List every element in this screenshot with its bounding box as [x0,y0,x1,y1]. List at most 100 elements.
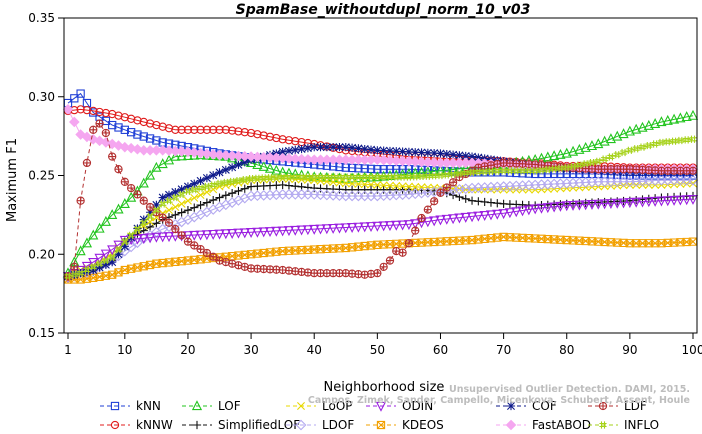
data-point [228,163,237,172]
data-point [556,164,565,172]
data-point [188,147,200,158]
data-point [410,219,421,230]
data-point [114,245,123,254]
data-point [474,197,483,206]
data-point [668,195,680,206]
data-point [132,234,143,245]
data-point [291,145,300,155]
data-point [215,168,224,177]
data-point [233,228,244,239]
data-point [196,201,205,210]
data-point [404,182,413,191]
data-point [372,171,383,182]
data-point [467,152,477,161]
data-point [594,157,602,165]
data-point [139,215,148,224]
data-point [506,167,514,175]
data-point [240,128,249,137]
data-point [372,221,383,232]
data-point [386,256,394,265]
data-point [266,174,274,182]
data-point [397,220,408,231]
data-point [386,173,394,181]
legend-item-SimplifiedLOF: SimplifiedLOF [182,418,300,432]
data-point [252,227,263,238]
data-point [411,182,420,191]
data-point [656,196,667,207]
series-INFLO [64,135,697,280]
data-point [449,170,457,178]
legend-item-LoOP: LoOP [286,399,353,413]
data-point [348,173,356,181]
data-point [373,173,381,181]
data-point [100,249,111,260]
data-point [296,225,307,236]
data-point [152,120,161,130]
data-point [190,179,199,188]
data-point [365,222,377,233]
data-point [657,138,666,147]
data-point [159,213,167,222]
data-point [321,224,332,235]
data-point [196,191,205,200]
data-point [380,263,388,271]
y-tick-label: 0.20 [28,247,55,261]
data-point [346,223,358,233]
data-point [683,136,691,144]
data-point [190,186,198,194]
data-point [436,171,445,180]
x-tick-label: 20 [180,343,195,357]
x-tick-label: 90 [622,343,637,357]
data-point [474,153,483,162]
data-point [146,203,154,211]
data-point [145,119,155,128]
data-point [334,223,345,234]
data-point [190,241,198,250]
data-point [113,140,124,151]
data-point [176,150,187,161]
data-point [379,181,388,190]
data-point [643,197,654,208]
data-point [605,199,617,210]
data-point [523,205,534,216]
data-point [126,191,137,202]
data-point [203,249,211,257]
data-point [675,195,686,206]
data-point [107,245,118,256]
data-point [241,175,249,184]
data-point [215,179,224,187]
data-point [145,222,155,232]
legend-label: kNNW [136,418,173,432]
plot-area [62,89,699,284]
data-point [361,173,369,181]
data-point [549,150,560,161]
data-point [309,224,320,235]
data-point [158,193,167,202]
data-point [542,151,553,162]
data-point [278,147,287,156]
data-point [593,138,604,149]
data-point [120,125,129,134]
data-point [245,228,257,239]
data-point [631,123,642,134]
series-LDF [63,119,698,281]
data-point [178,231,186,239]
data-point [171,193,179,202]
data-point [449,150,458,159]
data-point [234,127,243,136]
data-point [398,173,407,181]
data-point [291,182,300,191]
data-point [114,165,123,173]
data-point [108,109,117,119]
data-point [190,125,199,134]
data-point [170,150,181,161]
data-point [114,123,123,132]
data-point [441,214,452,225]
data-point [284,136,294,145]
data-point [316,173,325,181]
series-ODIN [62,194,699,283]
data-point [171,187,180,197]
data-point [285,173,293,181]
data-point [650,118,661,128]
data-point [81,261,93,272]
